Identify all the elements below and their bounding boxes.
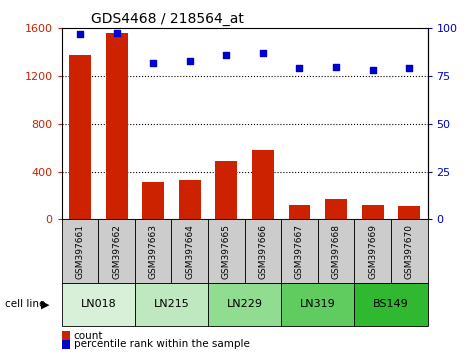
Text: cell line: cell line — [5, 299, 45, 309]
Text: count: count — [74, 331, 103, 341]
Text: GSM397662: GSM397662 — [112, 224, 121, 279]
Point — [222, 52, 230, 58]
Text: GSM397668: GSM397668 — [332, 224, 341, 279]
Bar — [105, 33, 128, 219]
Bar — [325, 199, 347, 219]
Text: GSM397670: GSM397670 — [405, 224, 414, 279]
Bar — [288, 205, 311, 219]
Text: GSM397664: GSM397664 — [185, 224, 194, 279]
Text: GSM397666: GSM397666 — [258, 224, 267, 279]
Text: GSM397667: GSM397667 — [295, 224, 304, 279]
Bar — [69, 55, 91, 219]
Bar — [361, 205, 384, 219]
Bar — [215, 161, 238, 219]
Text: LN215: LN215 — [153, 299, 190, 309]
Text: LN018: LN018 — [80, 299, 116, 309]
Bar — [142, 182, 164, 219]
Text: LN319: LN319 — [300, 299, 336, 309]
Point — [149, 60, 157, 65]
Point — [259, 50, 267, 56]
Text: GSM397661: GSM397661 — [76, 224, 85, 279]
Bar — [252, 150, 274, 219]
Bar — [398, 206, 420, 219]
Text: BS149: BS149 — [373, 299, 409, 309]
Point — [295, 65, 304, 71]
Point — [369, 68, 377, 73]
Point — [405, 65, 413, 71]
Text: percentile rank within the sample: percentile rank within the sample — [74, 339, 249, 349]
Text: LN229: LN229 — [227, 299, 263, 309]
Text: GSM397669: GSM397669 — [368, 224, 377, 279]
Text: GSM397663: GSM397663 — [149, 224, 158, 279]
Text: GDS4468 / 218564_at: GDS4468 / 218564_at — [91, 12, 244, 26]
Point — [113, 30, 121, 36]
Point — [186, 58, 194, 64]
Point — [76, 31, 84, 37]
Point — [332, 64, 340, 69]
Bar — [179, 180, 201, 219]
Text: ▶: ▶ — [41, 299, 49, 309]
Text: GSM397665: GSM397665 — [222, 224, 231, 279]
